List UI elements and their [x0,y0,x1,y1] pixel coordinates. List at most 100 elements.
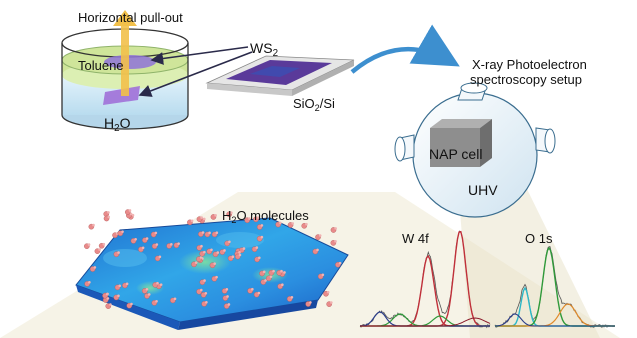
water-molecule-icon [114,284,122,291]
o1s-spectrum [494,246,616,328]
ws2-label: WS2 [250,41,278,59]
water-molecule-icon [206,248,213,255]
water-molecule-icon [312,248,319,255]
nap-cell-label: NAP cell [429,146,483,162]
water-molecule-icon [277,283,284,290]
water-molecule-icon [301,222,308,229]
water-molecule-icon [221,288,229,294]
o1s-fit-navy [494,313,615,327]
water-molecule-icon [84,243,91,249]
water-molecule-icon [130,237,137,244]
toluene-label: Toluene [78,58,124,73]
molecules-label: H2O molecules [222,209,309,225]
substrate-label-main: SiO [293,96,315,111]
water-molecule-icon [256,224,264,230]
water-molecule-icon [144,293,151,299]
water-molecule-icon [256,235,264,242]
substrate-label: SiO2/Si [293,97,335,113]
water-molecule-icon [222,295,229,301]
water-molecule-icon [122,282,129,289]
water-molecule-icon [84,280,91,287]
water-molecule-icon [326,301,333,307]
water-molecule-icon [196,244,203,251]
ws2-label-main: WS [250,40,273,56]
water-label-main: H [104,115,115,131]
xps-title-line1: X-ray Photoelectron [472,57,587,72]
water-molecule-icon [89,266,97,272]
water-molecule-icon [244,217,251,224]
o1s-label: O 1s [525,231,553,246]
water-molecule-icon [103,215,111,222]
molecules-label-main: H [222,208,232,223]
water-molecule-icon [173,242,180,249]
water-molecule-icon [126,302,133,309]
water-molecule-icon [88,223,95,230]
water-molecule-icon [103,211,110,217]
water-molecule-icon [102,297,110,303]
water-molecule-icon [154,255,162,262]
pull-out-arrow-icon [113,10,137,96]
ws2-film-on-toluene [104,55,156,69]
water-molecule-icon [84,209,342,309]
water-molecule-icon [151,243,159,249]
water-molecule-icon [251,246,259,252]
water-molecule-icon [260,279,267,285]
water-molecule-icon [150,231,158,238]
water-molecule-icon [268,269,275,276]
water-molecule-icon [223,303,231,309]
substrate-label-sub: 2 [314,103,320,113]
water-molecule-icon [98,242,106,249]
water-molecule-icon [142,237,149,243]
water-molecule-icon [204,231,211,238]
water-molecule-icon [124,209,132,215]
water-molecule-icon [286,296,294,302]
water-molecule-icon [226,211,233,218]
water-molecule-icon [94,248,101,254]
water-molecule-icon [199,250,206,257]
water-molecule-icon [335,261,342,268]
water-molecule-icon [152,281,159,288]
surface-map [75,209,349,330]
w4f-label: W 4f [402,231,429,246]
water-molecule-icon [200,291,208,298]
w4f-spectrum [359,230,491,329]
uhv-label: UHV [468,182,498,198]
nap-cell-box [430,119,492,167]
water-molecule-icon [105,303,112,309]
water-molecule-icon [170,297,177,304]
water-molecule-icon [196,256,203,262]
water-molecule-icon [330,227,337,233]
ws2-pointer-2 [138,51,253,97]
water-molecule-icon [151,299,158,306]
water-molecule-icon [196,288,203,295]
water-molecule-icon [117,230,124,237]
water-label: H2O [104,116,130,134]
transfer-arrow-icon [350,24,460,74]
water-molecule-icon [234,253,242,260]
water-molecule-icon [201,300,208,307]
ws2-pointer-1 [150,46,249,65]
water-molecule-icon [253,291,261,298]
molecules-label-sub: 2 [231,215,237,225]
water-molecule-icon [198,231,205,237]
water-molecule-icon [211,231,219,238]
substrate-label-tail: /Si [319,96,335,111]
water-molecule-icon [224,240,231,247]
water-molecule-icon [315,234,322,240]
water-molecule-icon [102,292,109,299]
water-molecule-icon [191,261,198,268]
water-molecule-icon [199,279,206,285]
water-label-sub: 2 [114,123,120,134]
w4f-fit-envelope [360,317,491,327]
water-molecule-icon [227,255,235,262]
water-molecule-icon [196,216,203,222]
water-molecule-icon [187,219,194,226]
water-molecule-icon [275,221,282,228]
water-molecule-icon [266,275,273,282]
water-molecule-icon [305,301,312,307]
water-molecule-icon [254,256,261,263]
water-molecule-icon [323,290,330,297]
water-molecule-icon [317,273,325,280]
